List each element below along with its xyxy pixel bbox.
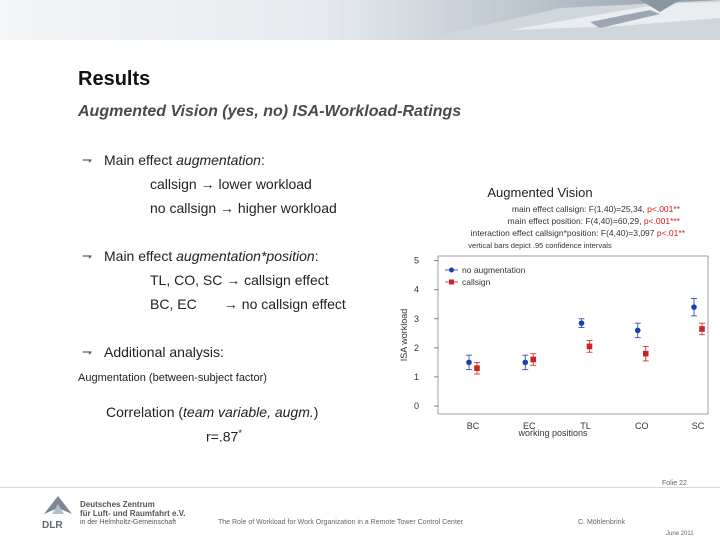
dlr-logo-text: DLR bbox=[42, 520, 63, 531]
bullet-augmentation-position: Main effect augmentation*position: bbox=[104, 248, 319, 264]
bullet-line: TL, CO, SC → callsign effect bbox=[150, 272, 329, 288]
footer-author: C. Möhlenbrink bbox=[578, 519, 626, 526]
bullet-suffix: : bbox=[314, 248, 319, 264]
footer-date: June 2011 bbox=[666, 531, 694, 537]
legend-label: callsign bbox=[462, 277, 491, 287]
bullet-additional-analysis: Additional analysis: bbox=[104, 344, 224, 360]
stat-p: p<.001** bbox=[647, 204, 681, 214]
chart-note: vertical bars depict .95 confidence inte… bbox=[468, 241, 612, 250]
y-tick-label: 1 bbox=[414, 372, 419, 382]
x-tick-label: BC bbox=[467, 421, 480, 431]
x-tick-label: CO bbox=[635, 421, 649, 431]
bullet-line: callsign → lower workload bbox=[150, 176, 312, 192]
correlation-suffix: ) bbox=[313, 404, 319, 420]
arrow-bullet-icon: ⇁ bbox=[82, 345, 93, 359]
organization-name: Deutsches Zentrum für Luft- und Raumfahr… bbox=[80, 500, 185, 527]
y-tick-label: 0 bbox=[414, 401, 419, 411]
data-point-no-augmentation bbox=[634, 327, 641, 334]
data-point-callsign bbox=[530, 356, 537, 363]
significance-mark: * bbox=[238, 428, 242, 438]
data-point-callsign bbox=[474, 365, 480, 372]
data-point-callsign bbox=[586, 343, 593, 350]
bullet-emphasis: augmentation*position bbox=[176, 248, 315, 264]
stat-label: main effect callsign: F(1,40)=25,34, bbox=[512, 204, 647, 214]
data-point-no-augmentation bbox=[466, 359, 472, 366]
stat-main-position: main effect position: F(4,40)=60,29, p<.… bbox=[508, 216, 681, 226]
x-tick-label: SC bbox=[692, 421, 705, 431]
legend-label: no augmentation bbox=[462, 265, 526, 275]
correlation-value: r=.87* bbox=[206, 428, 242, 445]
stat-main-callsign: main effect callsign: F(1,40)=25,34, p<.… bbox=[512, 204, 681, 214]
stat-interaction: interaction effect callsign*position: F(… bbox=[471, 228, 686, 238]
org-line: in der Helmholtz-Gemeinschaft bbox=[80, 519, 177, 526]
bullet-line: BC, EC → no callsign effect bbox=[150, 296, 346, 312]
data-point-no-augmentation bbox=[578, 320, 585, 326]
correlation-r: r=.87 bbox=[206, 428, 239, 445]
legend-marker bbox=[449, 267, 454, 273]
org-line: Deutsches Zentrum bbox=[80, 500, 155, 509]
slide-number: Folie 22 bbox=[662, 480, 687, 487]
y-axis-label: ISA workload bbox=[399, 309, 409, 362]
bullet-text: Main effect bbox=[104, 152, 177, 168]
footer-divider bbox=[0, 487, 720, 488]
arrow-bullet-icon: ⇁ bbox=[82, 249, 93, 263]
stat-p: p<.001*** bbox=[644, 216, 681, 226]
x-tick-label: TL bbox=[580, 421, 591, 431]
chart-title: Augmented Vision bbox=[487, 185, 592, 200]
y-tick-label: 2 bbox=[414, 343, 419, 353]
correlation-emphasis: team variable, augm. bbox=[183, 404, 314, 420]
data-point-no-augmentation bbox=[691, 304, 697, 310]
bullet-augmentation: Main effect augmentation: bbox=[104, 152, 265, 168]
augmented-vision-chart: Augmented Vision main effect callsign: F… bbox=[399, 185, 709, 438]
airplane-image bbox=[420, 0, 720, 40]
x-axis-label: working positions bbox=[517, 428, 588, 438]
dlr-logo: DLR bbox=[42, 496, 72, 531]
stat-label: main effect position: F(4,40)=60,29, bbox=[508, 216, 644, 226]
data-point-callsign bbox=[642, 350, 649, 357]
correlation-text: Correlation ( bbox=[106, 404, 184, 420]
y-tick-label: 5 bbox=[414, 256, 419, 266]
plot-area bbox=[437, 255, 709, 415]
legend-marker bbox=[449, 279, 454, 285]
y-tick-label: 3 bbox=[414, 314, 419, 324]
correlation-line: Correlation (team variable, augm.) bbox=[106, 404, 318, 420]
bullet-suffix: : bbox=[260, 152, 265, 168]
bullet-emphasis: augmentation bbox=[176, 152, 261, 168]
stat-p: p<.01** bbox=[657, 228, 686, 238]
data-point-callsign bbox=[699, 326, 705, 332]
data-point-no-augmentation bbox=[522, 359, 529, 366]
org-line: für Luft- und Raumfahrt e.V. bbox=[80, 509, 186, 518]
x-tick-label: EC bbox=[523, 421, 536, 431]
stat-label: interaction effect callsign*position: F(… bbox=[471, 228, 657, 238]
y-tick-label: 4 bbox=[414, 285, 419, 295]
page-subtitle: Augmented Vision (yes, no) ISA-Workload-… bbox=[78, 103, 462, 120]
footer-title: The Role of Workload for Work Organizati… bbox=[218, 519, 464, 526]
bullet-line: no callsign → higher workload bbox=[150, 200, 337, 216]
bullet-subtext: Augmentation (between-subject factor) bbox=[78, 372, 267, 384]
bullet-text: Main effect bbox=[104, 248, 177, 264]
page-title: Results bbox=[78, 68, 151, 90]
arrow-bullet-icon: ⇁ bbox=[82, 153, 93, 167]
header-banner bbox=[0, 0, 720, 40]
